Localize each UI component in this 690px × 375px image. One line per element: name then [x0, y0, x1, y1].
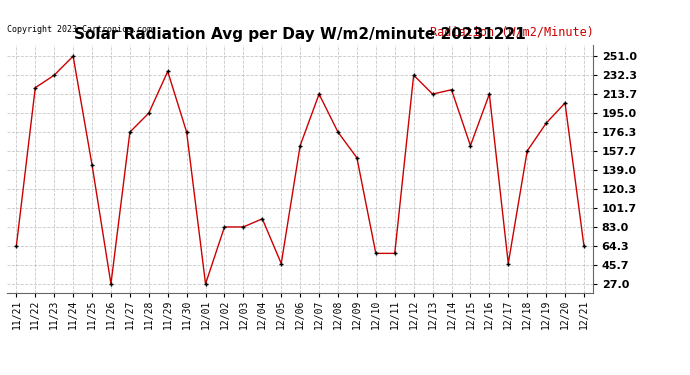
Point: [560, 100, 571, 106]
Point: [295, 142, 306, 148]
Point: [351, 155, 362, 161]
Point: [181, 129, 192, 135]
Point: [540, 120, 551, 126]
Point: [389, 251, 400, 257]
Point: [124, 129, 135, 135]
Point: [30, 85, 41, 91]
Title: Solar Radiation Avg per Day W/m2/minute 20231221: Solar Radiation Avg per Day W/m2/minute …: [75, 27, 526, 42]
Point: [465, 142, 476, 148]
Point: [86, 162, 97, 168]
Point: [106, 281, 117, 287]
Text: Radiation (W/m2/Minute): Radiation (W/m2/Minute): [429, 25, 593, 38]
Point: [408, 72, 420, 78]
Point: [238, 224, 249, 230]
Point: [162, 68, 173, 74]
Text: Copyright 2023 Cartronics.com: Copyright 2023 Cartronics.com: [7, 25, 152, 34]
Point: [446, 87, 457, 93]
Point: [371, 251, 382, 257]
Point: [276, 261, 287, 267]
Point: [219, 224, 230, 230]
Point: [427, 91, 438, 97]
Point: [68, 53, 79, 59]
Point: [578, 243, 589, 249]
Point: [522, 148, 533, 154]
Point: [200, 281, 211, 287]
Point: [503, 261, 514, 267]
Point: [49, 72, 60, 78]
Point: [144, 110, 155, 116]
Point: [313, 91, 324, 97]
Point: [11, 243, 22, 249]
Point: [257, 216, 268, 222]
Point: [333, 129, 344, 135]
Point: [484, 91, 495, 97]
